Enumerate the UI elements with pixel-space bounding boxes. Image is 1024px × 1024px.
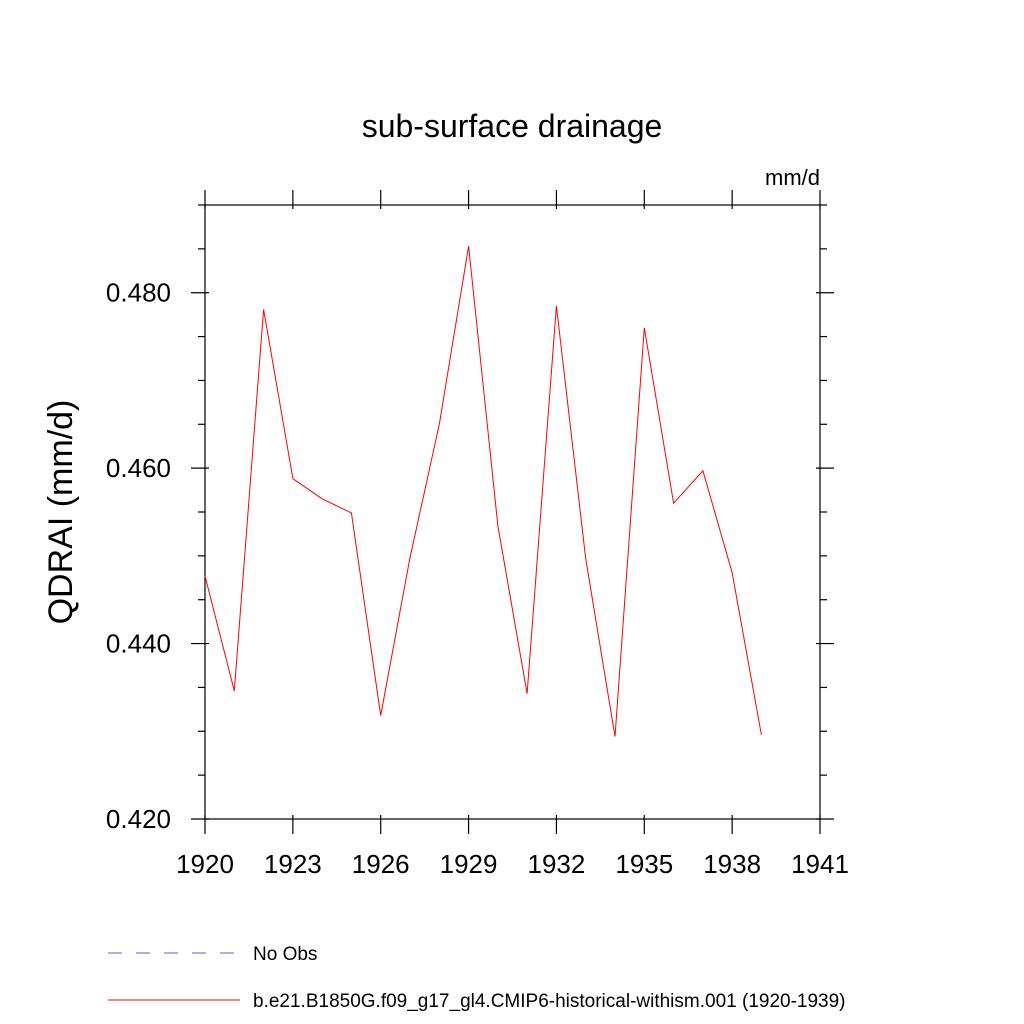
x-tick-label: 1929 <box>440 849 498 879</box>
units-label: mm/d <box>765 165 820 190</box>
chart-title: sub-surface drainage <box>362 108 663 144</box>
x-tick-label: 1935 <box>615 849 673 879</box>
y-tick-label: 0.480 <box>106 278 171 308</box>
axis-ticks <box>191 190 834 834</box>
x-tick-label: 1926 <box>352 849 410 879</box>
x-tick-label: 1923 <box>264 849 322 879</box>
series-line <box>204 246 762 737</box>
x-tick-label: 1932 <box>528 849 586 879</box>
y-tick-label: 0.460 <box>106 453 171 483</box>
y-tick-label: 0.440 <box>106 629 171 659</box>
y-axis-label: QDRAI (mm/d) <box>42 400 80 625</box>
x-tick-label: 1941 <box>791 849 849 879</box>
legend: No Obs b.e21.B1850G.f09_g17_gl4.CMIP6-his… <box>108 944 846 1012</box>
series-lines <box>204 246 762 737</box>
legend-label: No Obs <box>253 944 317 965</box>
legend-label: b.e21.B1850G.f09_g17_gl4.CMIP6-historica… <box>253 991 846 1012</box>
y-tick-label: 0.420 <box>106 804 171 834</box>
x-tick-label: 1920 <box>176 849 234 879</box>
plot-frame <box>204 204 821 820</box>
x-tick-label: 1938 <box>703 849 761 879</box>
tick-labels: 1920 1923 1926 1929 1932 1935 1938 1941 0.420 0.4… <box>106 278 849 879</box>
